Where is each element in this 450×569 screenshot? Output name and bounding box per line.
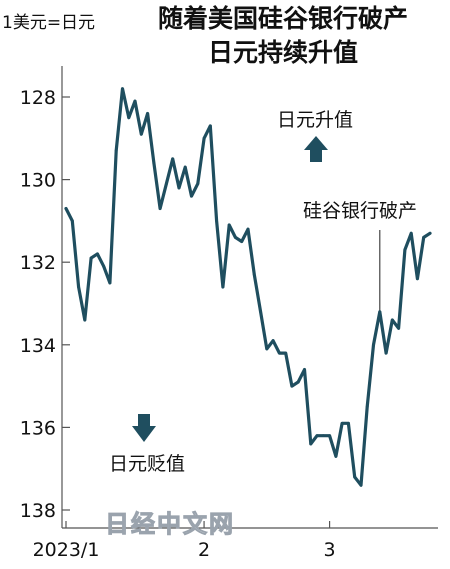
data-point	[365, 405, 369, 409]
data-point	[409, 231, 413, 235]
data-point	[353, 475, 357, 479]
down-arrow-icon	[132, 414, 156, 442]
y-tick-label: 134	[20, 335, 56, 357]
data-point	[171, 157, 175, 161]
data-point	[309, 442, 313, 446]
chart-title-line-2: 日元持续升值	[207, 38, 358, 67]
data-point	[428, 231, 432, 235]
data-point	[165, 182, 168, 186]
data-point	[284, 351, 288, 355]
svb-event-label: 硅谷银行破产	[303, 200, 417, 222]
data-point	[108, 281, 112, 285]
data-point	[64, 207, 68, 210]
data-point	[227, 223, 231, 227]
series-points	[64, 87, 432, 487]
data-point	[397, 326, 401, 330]
x-tick-label: 3	[324, 539, 336, 561]
data-point	[246, 227, 250, 231]
data-point	[177, 186, 181, 190]
data-point	[328, 434, 331, 438]
data-point	[190, 194, 193, 198]
data-point	[114, 149, 118, 153]
up-arrow-icon	[304, 136, 328, 162]
data-point	[296, 380, 300, 384]
y-unit-label: 1美元=日元	[2, 13, 96, 33]
data-point	[315, 434, 319, 438]
appreciate-label: 日元升值	[277, 109, 353, 131]
data-point	[102, 264, 106, 268]
data-point	[334, 454, 338, 458]
data-point	[347, 421, 350, 425]
data-point	[390, 318, 394, 322]
data-point	[77, 285, 80, 289]
data-point	[359, 483, 363, 487]
y-tick-label: 136	[20, 417, 56, 439]
data-point	[133, 99, 137, 103]
data-point	[89, 256, 93, 260]
data-point	[277, 351, 281, 355]
usd-jpy-series-line	[64, 87, 432, 487]
data-point	[127, 116, 131, 120]
data-point	[158, 207, 162, 210]
data-point	[252, 273, 256, 276]
data-point	[139, 132, 143, 136]
data-point	[340, 421, 344, 425]
depreciate-label: 日元贬值	[109, 453, 185, 475]
data-point	[83, 318, 87, 322]
data-point	[259, 310, 262, 314]
x-ticks: 2023/1 2 3	[33, 521, 336, 561]
chart-title-line-1: 随着美国硅谷银行破产	[157, 4, 408, 33]
data-point	[290, 384, 294, 388]
y-tick-label: 138	[20, 500, 56, 522]
data-point	[208, 124, 212, 128]
data-point	[303, 368, 306, 371]
data-point	[240, 240, 244, 243]
data-point	[221, 285, 225, 289]
data-point	[378, 310, 382, 314]
data-point	[321, 434, 325, 438]
data-point	[372, 343, 375, 347]
data-point	[152, 161, 156, 165]
data-point	[416, 277, 419, 281]
data-point	[202, 136, 206, 140]
x-tick-label: 2023/1	[33, 539, 100, 561]
data-point	[95, 252, 99, 256]
data-point	[183, 165, 187, 169]
data-point	[146, 112, 149, 115]
y-tick-label: 132	[20, 252, 56, 274]
data-point	[265, 347, 269, 351]
data-point	[422, 236, 426, 239]
data-point	[121, 87, 124, 91]
data-point	[196, 182, 200, 186]
data-point	[215, 219, 219, 223]
data-point	[70, 219, 74, 223]
x-tick-label: 2	[198, 539, 210, 561]
y-tick-label: 128	[20, 87, 56, 109]
y-ticks: 128 130 132 134 136 138	[20, 87, 70, 522]
data-point	[403, 248, 407, 252]
y-tick-label: 130	[20, 170, 56, 192]
data-point	[271, 339, 275, 343]
data-point	[384, 351, 388, 355]
data-point	[234, 236, 237, 239]
chart-title: 随着美国硅谷银行破产 日元持续升值	[120, 2, 446, 70]
watermark-text: 日经中文网	[105, 510, 235, 538]
